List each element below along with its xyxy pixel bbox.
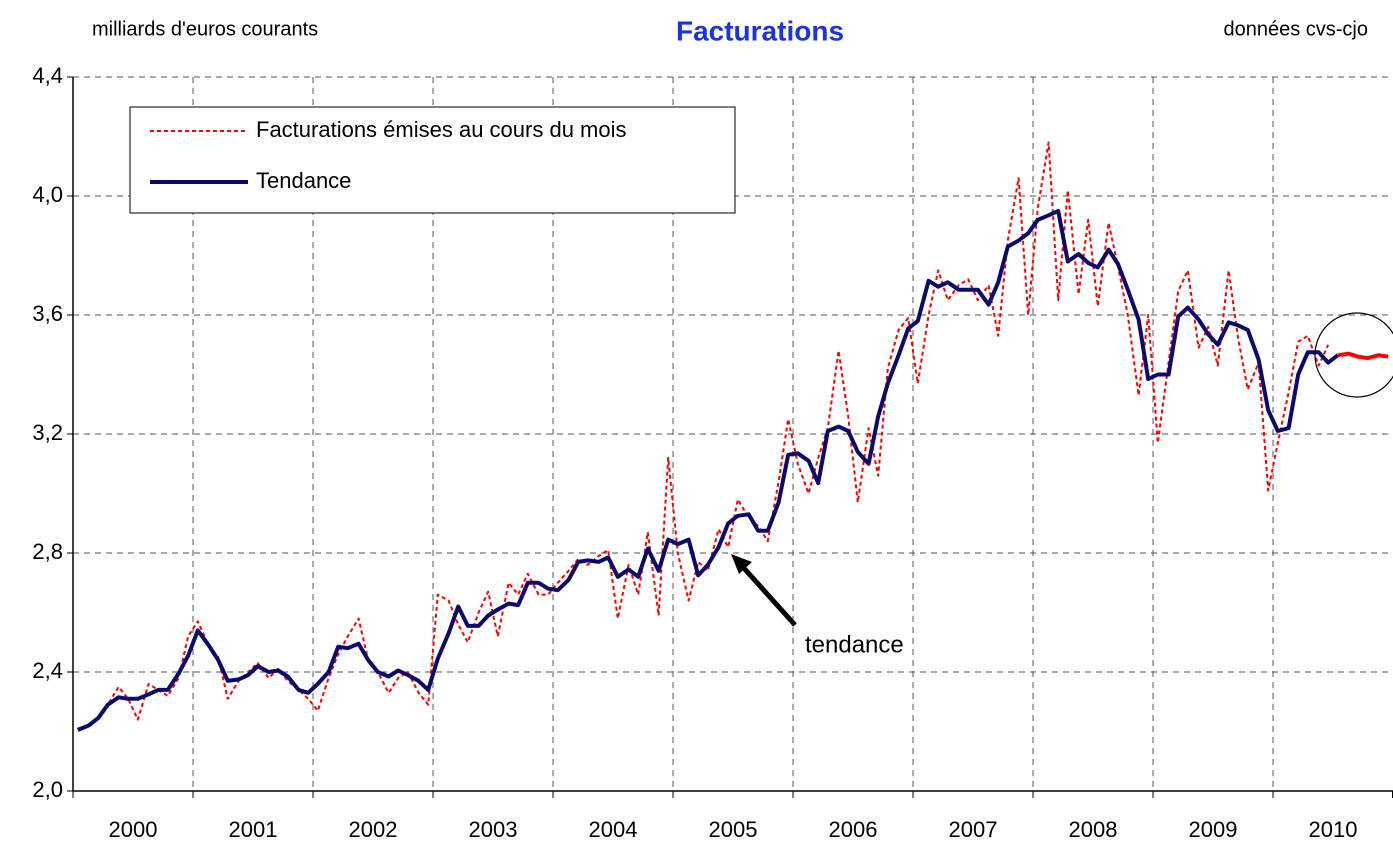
legend-box (129, 106, 736, 214)
lines (77, 141, 1389, 732)
x-tick-label: 2007 (949, 817, 998, 841)
data-note: données cvs-cjo (1223, 18, 1368, 40)
x-tick-label: 2005 (709, 817, 758, 841)
x-tick-label: 2001 (229, 817, 278, 841)
x-tick-label: 2002 (349, 817, 398, 841)
y-tick-label: 3,2 (32, 420, 63, 445)
x-tick-label: 2006 (829, 817, 878, 841)
series-line (77, 141, 1330, 730)
legend-label: Tendance (256, 168, 351, 193)
x-tick-label: 2008 (1069, 817, 1118, 841)
series-line (77, 208, 1340, 732)
y-tick-label: 4,0 (32, 182, 63, 207)
y-tick-label: 2,4 (32, 658, 63, 683)
legend-label: Facturations émises au cours du mois (256, 117, 627, 142)
x-tick-label: 2010 (1309, 817, 1358, 841)
x-tick-label: 2000 (109, 817, 158, 841)
annotation-arrowhead (731, 554, 752, 574)
annotation: tendance (805, 631, 904, 658)
y-tick-label: 2,8 (32, 539, 63, 564)
annotation-arrow (740, 564, 797, 627)
y-tick-label: 4,4 (32, 63, 63, 88)
legend: Facturations émises au cours du mois Tend… (129, 106, 736, 214)
x-tick-label: 2003 (469, 817, 518, 841)
y-tick-label: 3,6 (32, 301, 63, 326)
x-tick-label: 2004 (589, 817, 638, 841)
highlight-circle (1314, 312, 1393, 398)
chart-title: Facturations (676, 15, 844, 46)
x-tick-label: 2009 (1189, 817, 1238, 841)
series-line (1337, 351, 1389, 361)
y-tick-label: 2,0 (32, 777, 63, 802)
unit-label: milliards d'euros courants (92, 18, 318, 40)
